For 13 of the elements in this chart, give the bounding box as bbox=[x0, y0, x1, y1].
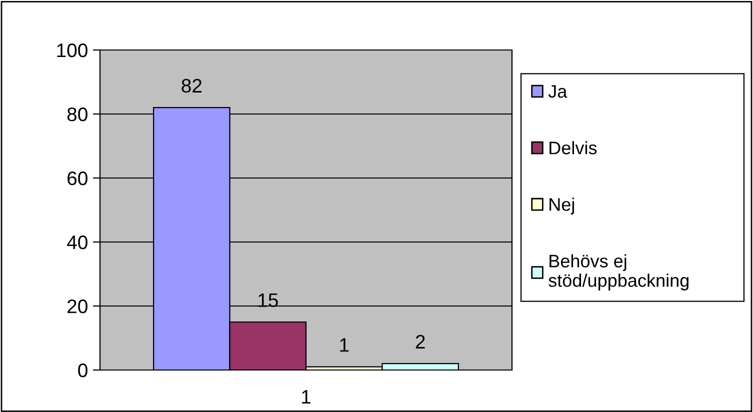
legend-label: Ja bbox=[548, 85, 568, 98]
data-label: 1 bbox=[340, 338, 349, 352]
y-tick-label: 0 bbox=[78, 363, 88, 378]
legend-label: Nej bbox=[550, 198, 574, 214]
legend-label: Delvis bbox=[550, 141, 597, 154]
y-tick-label: 80 bbox=[67, 107, 88, 122]
data-label: 2 bbox=[416, 334, 425, 348]
y-tick-label: 100 bbox=[57, 43, 88, 58]
data-label: 82 bbox=[182, 78, 202, 93]
y-tick-label: 20 bbox=[68, 299, 88, 314]
y-tick-label: 60 bbox=[68, 171, 88, 186]
legend-label: Behövs ej stöd/uppbackning bbox=[548, 254, 688, 290]
y-tick-label: 40 bbox=[67, 235, 88, 250]
